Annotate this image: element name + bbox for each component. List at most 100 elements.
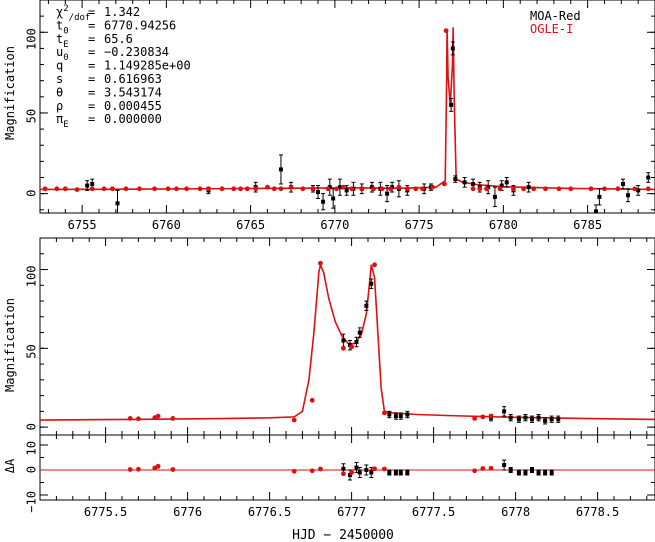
param-value: 1.149285e+00 xyxy=(104,59,191,73)
moa-data-point xyxy=(646,175,651,180)
moa-data-point xyxy=(85,183,90,188)
ogle-data-point xyxy=(206,186,211,192)
ogle-data-point xyxy=(74,187,80,193)
ogle-data-point xyxy=(521,186,526,192)
param-symbol: t0 xyxy=(56,18,69,36)
y-tick-label: 0 xyxy=(25,466,39,473)
moa-data-point xyxy=(471,181,476,186)
ogle-data-point xyxy=(238,186,243,192)
param-equals: = xyxy=(88,85,95,99)
moa-data-point xyxy=(385,191,390,196)
ogle-data-point xyxy=(602,186,607,192)
param-value: 1.342 xyxy=(104,5,140,19)
x-axis-label: HJD − 2450000 xyxy=(292,528,394,542)
x-tick-label: 6777.5 xyxy=(412,505,455,519)
ogle-data-point xyxy=(645,186,651,192)
ogle-data-point xyxy=(309,397,315,403)
moa-data-point xyxy=(508,468,513,472)
ogle-data-point xyxy=(349,186,355,192)
x-tick-label: 6780 xyxy=(489,218,518,232)
ogle-data-point xyxy=(372,262,377,268)
ogle-data-point xyxy=(543,186,548,192)
x-tick-label: 6777 xyxy=(337,505,366,519)
ogle-data-point xyxy=(170,416,176,421)
moa-data-point xyxy=(526,185,531,190)
ogle-data-point xyxy=(404,186,410,192)
moa-data-point xyxy=(530,417,534,422)
ogle-data-point xyxy=(372,466,377,472)
moa-data-point xyxy=(502,409,507,414)
param-symbol: q xyxy=(56,59,63,73)
param-equals: = xyxy=(88,72,95,86)
ogle-data-point xyxy=(136,466,141,472)
moa-data-point xyxy=(594,209,599,213)
ogle-data-point xyxy=(511,186,516,192)
param-symbol: θ xyxy=(56,85,63,99)
moa-data-point xyxy=(516,470,521,475)
ogle-data-point xyxy=(174,186,179,192)
moa-data-point xyxy=(337,185,342,190)
ogle-data-point xyxy=(231,186,237,192)
moa-data-point xyxy=(543,418,548,423)
moa-data-point xyxy=(453,177,458,182)
moa-data-point xyxy=(530,468,534,472)
moa-data-point xyxy=(344,188,349,193)
x-tick-label: 6760 xyxy=(152,218,181,232)
moa-data-point xyxy=(369,281,374,286)
ogle-data-point xyxy=(341,471,346,477)
ogle-data-point xyxy=(340,184,346,190)
moa-data-point xyxy=(499,183,504,188)
y-tick-label: 50 xyxy=(25,344,39,358)
ogle-data-point xyxy=(349,470,354,475)
moa-data-point xyxy=(536,470,541,475)
moa-data-point xyxy=(347,473,352,477)
param-symbol: s xyxy=(56,72,63,86)
ogle-data-point xyxy=(334,186,339,192)
ogle-data-point xyxy=(244,186,250,192)
ogle-data-point xyxy=(443,28,449,34)
ogle-data-point xyxy=(184,186,189,192)
ogle-data-point xyxy=(155,463,161,469)
x-tick-label: 6778 xyxy=(501,505,530,519)
moa-data-point xyxy=(341,338,346,343)
ogle-data-point xyxy=(127,416,133,421)
ogle-data-point xyxy=(123,186,129,192)
ogle-data-point xyxy=(359,186,365,192)
plot-area xyxy=(40,459,655,481)
moa-data-point xyxy=(331,196,336,201)
ogle-data-point xyxy=(309,468,315,474)
moa-data-point xyxy=(508,415,513,420)
moa-data-point xyxy=(115,201,120,206)
legend-entry-ogle: OGLE-I xyxy=(530,22,573,36)
ogle-data-point xyxy=(101,186,107,192)
moa-data-point xyxy=(549,470,554,475)
moa-data-point xyxy=(369,470,374,475)
ogle-data-point xyxy=(62,186,68,192)
moa-data-point xyxy=(626,193,631,198)
ogle-data-point xyxy=(291,417,297,423)
ogle-data-point xyxy=(531,186,537,192)
overview-panel: 6755 6760 6765 6770 6775 6780 6785 0 50 100 xyxy=(25,0,655,232)
x-tick-label: 6765 xyxy=(236,218,265,232)
moa-data-point xyxy=(321,199,326,204)
ogle-data-point xyxy=(488,413,494,419)
ogle-data-point xyxy=(382,410,387,416)
ogle-data-point xyxy=(127,467,133,472)
moa-data-point xyxy=(405,412,410,417)
ogle-data-point xyxy=(271,186,277,192)
moa-data-point xyxy=(405,470,410,475)
ogle-data-point xyxy=(325,186,331,192)
moa-data-point xyxy=(354,340,359,345)
param-equals: = xyxy=(88,99,95,113)
ogle-data-point xyxy=(430,184,435,190)
ogle-data-point xyxy=(441,181,447,187)
ogle-data-point xyxy=(288,184,294,190)
ogle-data-point xyxy=(388,186,393,192)
mid-y-axis-label: Magnification xyxy=(3,298,17,392)
moa-data-point xyxy=(462,180,467,185)
ogle-data-point xyxy=(477,186,483,192)
ogle-data-point xyxy=(318,260,323,266)
moa-data-point xyxy=(387,412,392,417)
